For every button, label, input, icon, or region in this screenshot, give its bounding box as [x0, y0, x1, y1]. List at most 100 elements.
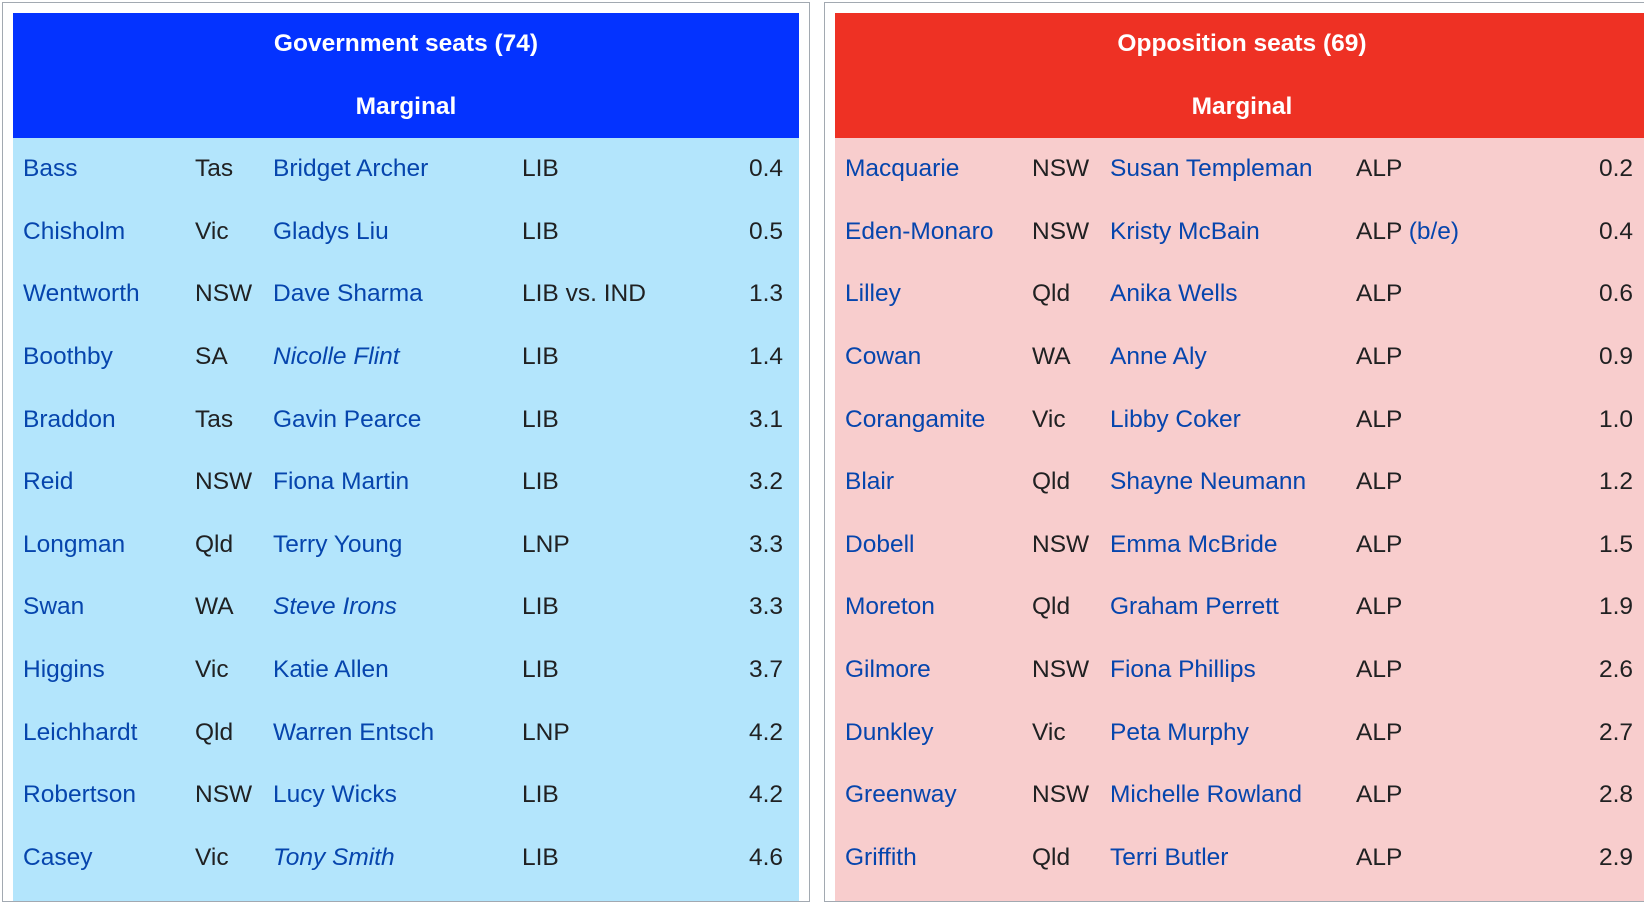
- seat-link[interactable]: Leichhardt: [23, 718, 138, 746]
- seat-link[interactable]: Reid: [23, 468, 74, 496]
- member-link[interactable]: Katie Allen: [273, 656, 389, 684]
- seat-link-cell: Longman: [13, 514, 195, 577]
- state-text: NSW: [1032, 656, 1090, 684]
- seat-link[interactable]: Moreton: [845, 593, 935, 621]
- margin-value-cell: 3.3: [672, 576, 799, 639]
- party-text: ALP: [1356, 781, 1403, 809]
- member-link[interactable]: Terry Young: [273, 530, 403, 558]
- seat-link[interactable]: Swan: [23, 593, 85, 621]
- member-link[interactable]: Fiona Martin: [273, 468, 410, 496]
- party-text-cell: LNP: [522, 514, 672, 577]
- seat-link-cell: Dunkley: [835, 701, 1032, 764]
- member-link[interactable]: Michelle Rowland: [1110, 781, 1303, 809]
- margin-value-cell: 0.4: [672, 138, 799, 201]
- seat-link[interactable]: Dunkley: [845, 718, 934, 746]
- seat-link-cell: Corangamite: [835, 388, 1032, 451]
- member-link[interactable]: Libby Coker: [1110, 405, 1241, 433]
- member-link-cell: Fiona Martin: [273, 451, 522, 514]
- party-text-cell: ALP: [1356, 451, 1506, 514]
- member-link[interactable]: Dave Sharma: [273, 280, 423, 308]
- party-text-cell: ALP: [1356, 514, 1506, 577]
- seat-link[interactable]: Chisholm: [23, 217, 126, 245]
- margin-value: 2.6: [1598, 656, 1633, 684]
- state-text-cell: Qld: [195, 701, 273, 764]
- state-text: WA: [1032, 343, 1071, 371]
- seat-link[interactable]: Cowan: [845, 343, 922, 371]
- margin-value: 4.2: [748, 781, 783, 809]
- seat-link[interactable]: Bass: [23, 155, 78, 183]
- member-link[interactable]: Graham Perrett: [1110, 593, 1279, 621]
- opposition-subtitle: Marginal: [1191, 93, 1293, 120]
- member-link[interactable]: Steve Irons: [273, 593, 397, 621]
- party-text-cell: LIB: [522, 451, 672, 514]
- member-link[interactable]: Kristy McBain: [1110, 217, 1260, 245]
- party-text: LIB: [522, 593, 559, 621]
- member-link[interactable]: Nicolle Flint: [273, 343, 400, 371]
- seat-link[interactable]: Braddon: [23, 405, 116, 433]
- member-link[interactable]: Susan Templeman: [1110, 155, 1313, 183]
- seat-link[interactable]: Gilmore: [845, 656, 931, 684]
- seat-link[interactable]: Casey: [23, 843, 93, 871]
- member-link[interactable]: Tony Smith: [273, 843, 395, 871]
- party-text-cell: LNP: [522, 701, 672, 764]
- member-link-cell: Bridget Archer: [273, 138, 522, 201]
- member-link[interactable]: Shayne Neumann: [1110, 468, 1307, 496]
- state-text: NSW: [195, 781, 253, 809]
- member-link[interactable]: Bridget Archer: [273, 155, 429, 183]
- margin-value: 1.3: [748, 280, 783, 308]
- margin-value: 2.7: [1598, 718, 1633, 746]
- member-link[interactable]: Anne Aly: [1110, 343, 1207, 371]
- party-text: ALP: [1356, 843, 1403, 871]
- state-text-cell: Qld: [1032, 451, 1110, 514]
- member-link-cell: Peta Murphy: [1110, 701, 1356, 764]
- margin-value-cell: 1.9: [1506, 576, 1644, 639]
- state-text: WA: [195, 593, 234, 621]
- seat-link[interactable]: Wentworth: [23, 280, 140, 308]
- member-link[interactable]: Gladys Liu: [273, 217, 389, 245]
- by-election-link[interactable]: (b/e): [1408, 217, 1460, 245]
- seat-link[interactable]: Robertson: [23, 781, 137, 809]
- seat-link[interactable]: Boothby: [23, 343, 113, 371]
- party-text-cell: LIB: [522, 326, 672, 389]
- member-link[interactable]: Peta Murphy: [1110, 718, 1249, 746]
- seat-link[interactable]: Macquarie: [845, 155, 960, 183]
- seat-link[interactable]: Lilley: [845, 280, 901, 308]
- party-text: LIB: [522, 781, 559, 809]
- member-link[interactable]: Gavin Pearce: [273, 405, 422, 433]
- state-text-cell: Qld: [1032, 263, 1110, 326]
- margin-value: 0.6: [1598, 280, 1633, 308]
- party-text: ALP: [1356, 405, 1403, 433]
- seat-link-cell: Casey: [13, 827, 195, 890]
- margin-value-cell: 3.1: [672, 388, 799, 451]
- member-link[interactable]: Emma McBride: [1110, 530, 1278, 558]
- margin-value: 0.4: [748, 155, 783, 183]
- state-text-cell: WA: [1032, 326, 1110, 389]
- member-link[interactable]: Warren Entsch: [273, 718, 435, 746]
- party-text-cell: LIB vs. IND: [522, 263, 672, 326]
- margin-value: 3.3: [748, 530, 783, 558]
- table-row: Reid NSW Fiona Martin LIB 3.2: [13, 451, 799, 514]
- seat-link[interactable]: Corangamite: [845, 405, 986, 433]
- seat-link[interactable]: Longman: [23, 530, 126, 558]
- seat-link[interactable]: Dobell: [845, 530, 915, 558]
- opposition-header: Opposition seats (69) Marginal: [835, 13, 1644, 138]
- member-link[interactable]: Terri Butler: [1110, 843, 1229, 871]
- party-text: ALP: [1356, 343, 1403, 371]
- seat-link[interactable]: Griffith: [845, 843, 917, 871]
- seat-link[interactable]: Blair: [845, 468, 895, 496]
- seat-link[interactable]: Eden-Monaro: [845, 217, 994, 245]
- member-link-cell: Fiona Phillips: [1110, 639, 1356, 702]
- member-link[interactable]: Lucy Wicks: [273, 781, 397, 809]
- party-text: ALP: [1356, 155, 1403, 183]
- seat-link-cell: Leichhardt: [13, 701, 195, 764]
- government-table-body: Bass Tas Bridget Archer LIB 0.4 Chisholm Vic Gl…: [13, 138, 799, 901]
- member-link[interactable]: Anika Wells: [1110, 280, 1238, 308]
- seat-link[interactable]: Higgins: [23, 656, 105, 684]
- seat-link[interactable]: Greenway: [845, 781, 957, 809]
- state-text: NSW: [1032, 155, 1090, 183]
- table-row: Eden-Monaro NSW Kristy McBain ALP (b/e) 0.4: [835, 201, 1644, 264]
- government-seats-inner: Government seats (74) Marginal Bass Tas Br…: [13, 13, 799, 901]
- member-link[interactable]: Fiona Phillips: [1110, 656, 1256, 684]
- margin-value-cell: 2.9: [1506, 827, 1644, 890]
- member-link-cell: Gladys Liu: [273, 201, 522, 264]
